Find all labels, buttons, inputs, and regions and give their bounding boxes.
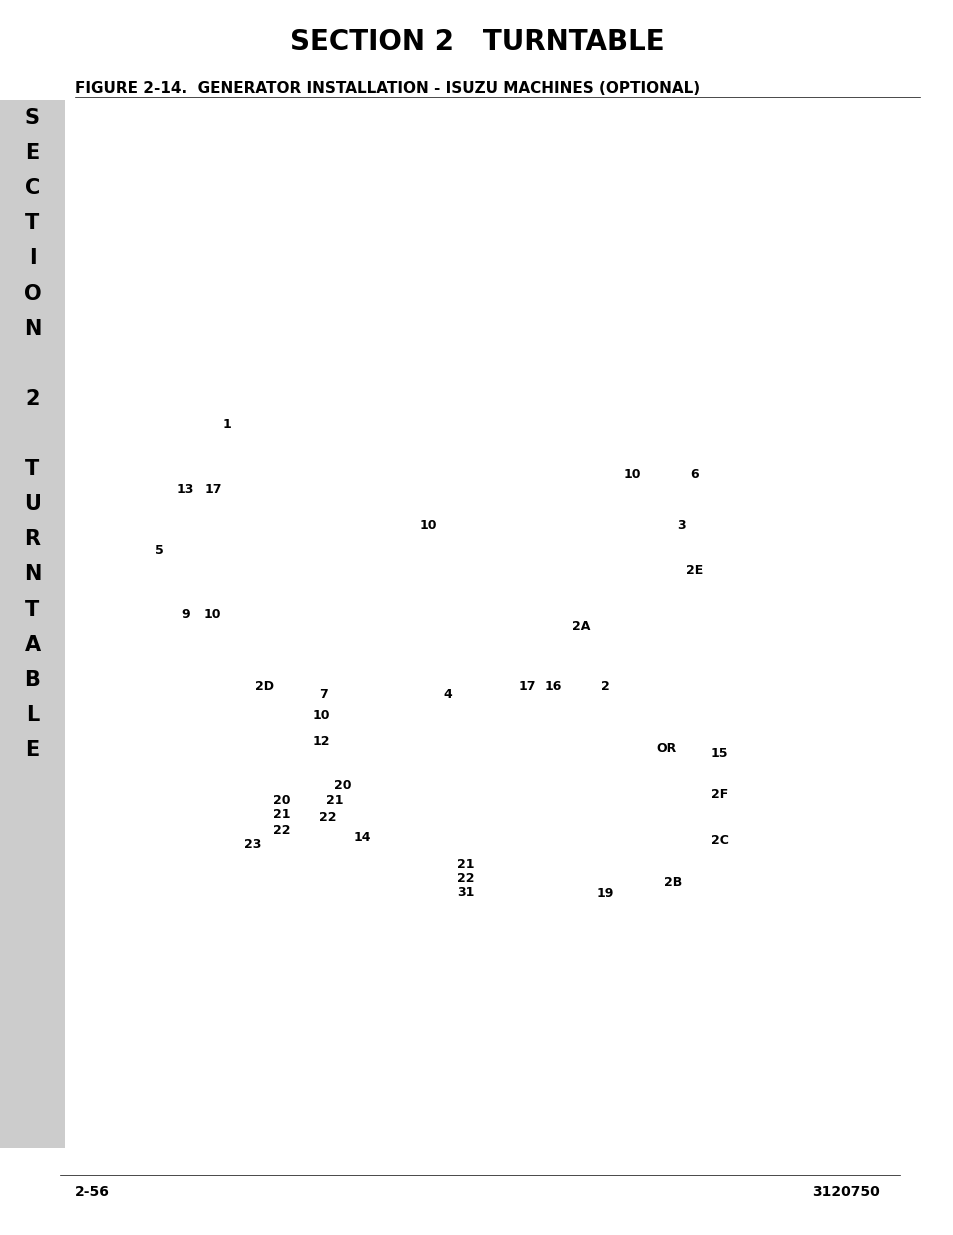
Text: 2A: 2A xyxy=(572,620,590,634)
Text: 2-56: 2-56 xyxy=(75,1186,110,1199)
Text: 2: 2 xyxy=(25,389,40,409)
Text: 10: 10 xyxy=(203,609,220,621)
Text: S: S xyxy=(25,107,40,128)
Text: A: A xyxy=(25,635,41,655)
Text: 2B: 2B xyxy=(663,876,681,889)
Text: 6: 6 xyxy=(690,468,699,480)
Text: 23: 23 xyxy=(244,839,261,851)
Text: 17: 17 xyxy=(205,483,222,495)
Text: 13: 13 xyxy=(177,483,194,495)
Text: 22: 22 xyxy=(318,811,335,824)
Text: 7: 7 xyxy=(318,688,327,700)
Text: 31: 31 xyxy=(456,885,474,899)
Text: 21: 21 xyxy=(325,794,343,808)
Text: 2C: 2C xyxy=(710,834,728,847)
Text: C: C xyxy=(25,178,40,199)
Text: 16: 16 xyxy=(544,679,561,693)
Text: 4: 4 xyxy=(443,688,452,700)
Text: E: E xyxy=(26,143,40,163)
Text: N: N xyxy=(24,564,41,584)
Text: 1: 1 xyxy=(222,419,231,431)
Text: L: L xyxy=(26,705,39,725)
Bar xyxy=(0,100,65,1149)
Text: 2F: 2F xyxy=(710,788,727,802)
Text: O: O xyxy=(24,284,41,304)
Text: 10: 10 xyxy=(419,519,436,532)
Text: 20: 20 xyxy=(273,794,291,808)
Text: 12: 12 xyxy=(313,735,330,748)
Text: 10: 10 xyxy=(622,468,640,480)
Text: N: N xyxy=(24,319,41,338)
Text: 22: 22 xyxy=(456,872,474,884)
Text: 21: 21 xyxy=(456,858,474,871)
Text: 3120750: 3120750 xyxy=(811,1186,879,1199)
Text: 19: 19 xyxy=(597,888,614,900)
Text: T: T xyxy=(26,459,40,479)
Text: SECTION 2   TURNTABLE: SECTION 2 TURNTABLE xyxy=(290,28,663,56)
Text: 2: 2 xyxy=(600,679,610,693)
Text: B: B xyxy=(25,669,40,690)
Text: 2D: 2D xyxy=(254,679,274,693)
Text: T: T xyxy=(26,599,40,620)
Text: OR: OR xyxy=(657,742,677,755)
Text: 17: 17 xyxy=(517,679,536,693)
Text: 5: 5 xyxy=(155,543,164,557)
Text: 21: 21 xyxy=(273,808,291,821)
Text: 9: 9 xyxy=(181,609,190,621)
Text: 22: 22 xyxy=(273,824,291,837)
Text: R: R xyxy=(25,530,40,550)
Text: 20: 20 xyxy=(335,778,352,792)
Text: I: I xyxy=(29,248,36,268)
Text: 15: 15 xyxy=(710,747,727,760)
Text: T: T xyxy=(26,214,40,233)
Text: 3: 3 xyxy=(677,519,685,532)
Text: E: E xyxy=(26,740,40,760)
Text: FIGURE 2-14.  GENERATOR INSTALLATION - ISUZU MACHINES (OPTIONAL): FIGURE 2-14. GENERATOR INSTALLATION - IS… xyxy=(75,80,700,95)
Text: 2E: 2E xyxy=(685,563,703,577)
Text: U: U xyxy=(24,494,41,514)
Text: 10: 10 xyxy=(313,709,330,722)
Text: 14: 14 xyxy=(354,831,371,844)
